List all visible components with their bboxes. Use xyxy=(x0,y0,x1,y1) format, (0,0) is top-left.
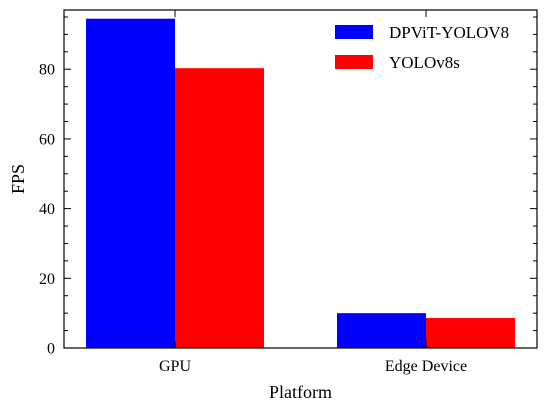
y-tick-label: 60 xyxy=(39,131,55,148)
labels-layer: 0 20 40 60 80 GPU Edge Device Platform FPS xyxy=(8,62,467,402)
bars-layer xyxy=(86,18,515,349)
x-tick-label: Edge Device xyxy=(385,358,467,375)
legend: DPViT-YOLOV8 YOLOv8s xyxy=(335,23,509,72)
bar-dpvit-yolov8-gpu xyxy=(86,18,175,349)
y-tick-label: 0 xyxy=(47,341,55,358)
legend-item: YOLOv8s xyxy=(335,53,460,72)
bar-yolov8s-gpu xyxy=(175,68,264,349)
legend-swatch xyxy=(335,25,373,39)
y-axis-title: FPS xyxy=(8,164,28,194)
bar-yolov8s-edge-device xyxy=(426,318,515,348)
x-axis-title: Platform xyxy=(269,382,332,402)
plot-frame xyxy=(63,9,538,349)
legend-label: DPViT-YOLOV8 xyxy=(389,23,509,42)
legend-item: DPViT-YOLOV8 xyxy=(335,23,509,42)
legend-swatch xyxy=(335,55,373,69)
y-tick-label: 80 xyxy=(39,62,55,79)
y-tick-label: 40 xyxy=(39,201,55,218)
y-tick-label: 20 xyxy=(39,271,55,288)
bar-dpvit-yolov8-edge-device xyxy=(337,313,426,348)
x-tick-label: GPU xyxy=(159,358,191,375)
legend-label: YOLOv8s xyxy=(389,53,460,72)
